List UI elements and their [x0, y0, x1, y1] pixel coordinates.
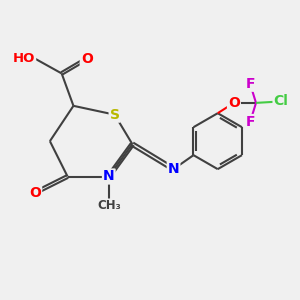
- Text: N: N: [168, 162, 179, 176]
- Text: Cl: Cl: [274, 94, 289, 108]
- Text: O: O: [81, 52, 93, 66]
- Text: HO: HO: [13, 52, 35, 65]
- Text: N: N: [103, 169, 115, 184]
- Text: F: F: [245, 77, 255, 91]
- Text: O: O: [29, 186, 41, 200]
- Text: S: S: [110, 108, 120, 122]
- Text: F: F: [245, 115, 255, 129]
- Text: CH₃: CH₃: [97, 200, 121, 212]
- Text: O: O: [228, 96, 240, 110]
